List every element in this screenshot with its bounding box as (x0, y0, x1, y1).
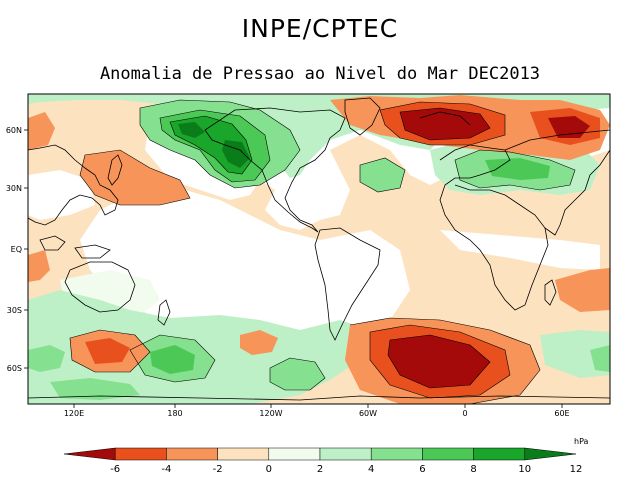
colorbar-segment (473, 447, 526, 461)
anomaly-region (178, 122, 205, 138)
anomaly-region (85, 338, 130, 364)
anomaly-region (420, 250, 590, 300)
colorbar-segment (63, 447, 116, 461)
anomaly-region (400, 108, 490, 140)
anomaly-region (50, 378, 140, 400)
lon-label-0: 0 (462, 409, 467, 418)
anomaly-region (28, 170, 95, 220)
colorbar-tick-label: 0 (266, 464, 272, 475)
colorbar: -6 -4 -2 0 2 4 6 8 10 12 (63, 447, 583, 475)
anomaly-region (28, 250, 50, 282)
anomaly-region (540, 330, 610, 378)
anomaly-region (80, 150, 190, 205)
lat-label-60n: 60N (6, 126, 22, 135)
anomaly-region (485, 158, 550, 180)
lat-label-30n: 30N (6, 184, 22, 193)
colorbar-tick-label: 8 (470, 464, 476, 475)
lon-label-180: 180 (167, 409, 182, 418)
axis-ticks (24, 129, 563, 408)
colorbar-tick-label: 12 (570, 464, 583, 475)
main-title: INPE/CPTEC (241, 14, 399, 43)
anomaly-region (460, 195, 560, 232)
anomaly-region (270, 358, 325, 390)
colorbar-segment (217, 447, 270, 461)
colorbar-segment (422, 447, 474, 461)
colorbar-segment (370, 447, 423, 461)
anomaly-region (555, 268, 610, 312)
lat-label-30s: 30S (7, 306, 22, 315)
colorbar-segment (166, 447, 218, 461)
lon-label-60e: 60E (554, 409, 569, 418)
lat-label-eq: EQ (11, 245, 22, 254)
anomaly-field (28, 94, 610, 404)
coastlines (28, 97, 610, 401)
anomaly-region (590, 345, 610, 372)
colorbar-tick-label: 6 (419, 464, 425, 475)
anomaly-region (222, 140, 250, 168)
colorbar-segment (524, 447, 577, 461)
colorbar-tick-label: 10 (518, 464, 531, 475)
colorbar-segment (114, 447, 167, 461)
anomaly-region (360, 158, 405, 192)
colorbar-segment (268, 447, 321, 461)
anomaly-region (28, 345, 65, 372)
colorbar-tick-label: 2 (317, 464, 323, 475)
lat-label-60s: 60S (7, 364, 22, 373)
colorbar-tick-label: -6 (110, 464, 120, 475)
lon-label-120e: 120E (64, 409, 84, 418)
anomaly-region (388, 335, 490, 388)
contour-lines (69, 99, 576, 404)
lon-label-60w: 60W (359, 409, 377, 418)
anomaly-region (440, 230, 600, 270)
lon-label-120w: 120W (259, 409, 282, 418)
anomaly-region (150, 345, 195, 374)
anomaly-region (80, 180, 410, 330)
anomaly-region (240, 330, 278, 355)
colorbar-tick-label: 4 (368, 464, 374, 475)
anomaly-region (28, 112, 55, 150)
colorbar-segment (319, 447, 372, 461)
colorbar-unit: hPa (574, 437, 589, 446)
anomaly-region (548, 116, 590, 138)
colorbar-tick-label: -4 (161, 464, 171, 475)
colorbar-tick-label: -2 (213, 464, 223, 475)
chart-subtitle: Anomalia de Pressao ao Nivel do Mar DEC2… (99, 64, 541, 84)
